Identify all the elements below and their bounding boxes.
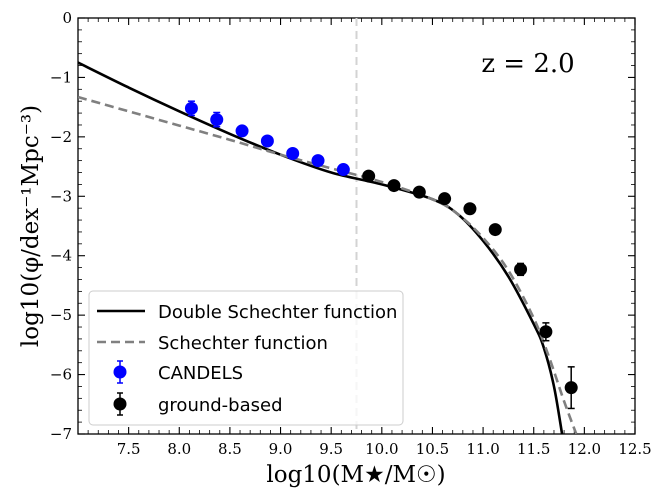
candels-point [260, 134, 274, 148]
x-tick-label: 11.5 [517, 440, 550, 458]
ground-based-point [362, 169, 376, 183]
x-axis-label: log10(M★/M☉) [266, 462, 445, 488]
ground-based-point [438, 192, 452, 206]
legend-label-double-schechter: Double Schechter function [158, 302, 397, 323]
axis-tick-labels: 7.5 8.0 8.5 9.0 9.5 10.0 10.5 11.0 11.5 12.0 12.5 0… [50, 9, 652, 458]
ground-based-point [514, 262, 528, 277]
ground-based-point [539, 322, 553, 342]
ground-based-marker [463, 202, 477, 216]
y-tick-label: −2 [50, 128, 72, 146]
ground-based-marker [438, 192, 452, 206]
candels-point [235, 124, 249, 138]
ground-based-marker [412, 185, 426, 199]
y-tick-label: −6 [50, 366, 72, 384]
ground-based-point [488, 223, 502, 237]
candels-marker [260, 134, 274, 148]
ground-based-point [463, 202, 477, 216]
ground-based-marker [488, 223, 502, 237]
data-points [184, 100, 578, 410]
candels-point [311, 154, 325, 168]
candels-marker [210, 113, 224, 127]
legend-label-ground-based: ground-based [158, 395, 283, 416]
model-curves [78, 61, 578, 434]
legend-label-schechter: Schechter function [158, 333, 328, 354]
candels-marker [235, 124, 249, 138]
legend-box [88, 290, 404, 426]
legend-swatch-ground-based [113, 392, 127, 416]
y-tick-label: −5 [50, 306, 72, 324]
x-tick-label: 10.5 [416, 440, 449, 458]
x-tick-label: 8.5 [218, 440, 242, 458]
candels-point [184, 100, 198, 117]
x-tick-label: 12.5 [618, 440, 651, 458]
axis-ticks [78, 17, 636, 435]
y-tick-label: −3 [50, 187, 72, 205]
candels-marker [184, 101, 198, 115]
ground-based-point [387, 179, 401, 193]
y-tick-label: −4 [50, 247, 72, 265]
x-tick-label: 9.5 [319, 440, 343, 458]
ground-based-marker [514, 262, 528, 276]
schechter-curve [78, 95, 578, 434]
x-tick-label: 10.0 [365, 440, 398, 458]
candels-point [336, 163, 350, 177]
x-tick-label: 7.5 [117, 440, 141, 458]
ground-based-point [564, 366, 578, 410]
y-tick-label: 0 [62, 9, 72, 27]
candels-marker [286, 146, 300, 160]
legend: Double Schechter function Schechter func… [88, 290, 404, 426]
x-tick-label: 9.0 [269, 440, 293, 458]
legend-label-candels: CANDELS [158, 363, 243, 384]
ground-based-point [412, 185, 426, 199]
candels-point [286, 146, 300, 160]
y-tick-label: −7 [50, 425, 72, 443]
ground-based-marker [564, 381, 578, 395]
redshift-annotation: z = 2.0 [481, 49, 574, 79]
ground-based-marker [362, 169, 376, 183]
x-tick-label: 8.0 [167, 440, 191, 458]
legend-swatch-candels [113, 360, 127, 384]
ground-based-marker [539, 325, 553, 339]
candels-marker [336, 163, 350, 177]
y-tick-label: −1 [50, 68, 72, 86]
ground-based-marker [387, 179, 401, 193]
x-tick-label: 12.0 [568, 440, 601, 458]
x-tick-label: 11.0 [466, 440, 499, 458]
candels-point [210, 111, 224, 128]
y-axis-label: log10(φ/dex⁻¹Mpc⁻³) [18, 105, 44, 347]
candels-marker [311, 154, 325, 168]
